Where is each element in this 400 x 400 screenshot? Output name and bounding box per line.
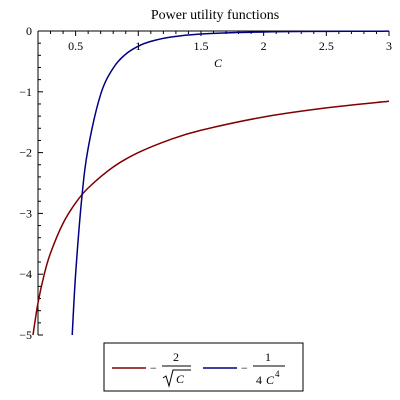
axis-ticks: 0.5 1 1.5 2 2.5 30−1−2−3−4−5: [19, 24, 392, 342]
series-lines: [32, 30, 390, 336]
y-tick-label: −2: [19, 146, 32, 160]
legend-minus-series-0: −: [150, 361, 157, 375]
chart-title: Power utility functions: [151, 8, 279, 23]
legend-sqrt-sign: [162, 369, 191, 388]
legend: − 2 C − 1 4 C 4: [103, 342, 304, 392]
axes: [37, 30, 389, 335]
legend-entry-series-0: − 2 C: [112, 350, 191, 388]
legend-denominator-coef-series-1: 4: [256, 373, 262, 387]
series-line-1: [71, 30, 390, 336]
y-tick-label: −1: [19, 85, 32, 99]
x-axis-label: C: [214, 56, 223, 70]
y-tick-label: −3: [19, 206, 32, 220]
x-tick-label: 3: [386, 39, 392, 53]
legend-numerator-series-1: 1: [265, 350, 271, 364]
x-tick-label: 2: [261, 39, 267, 53]
series-line-0: [32, 100, 390, 336]
legend-denominator-exp-series-1: 4: [275, 369, 280, 379]
x-tick-label: 1.5: [193, 39, 208, 53]
legend-denominator-var-series-1: C: [266, 373, 275, 387]
y-tick-label: −4: [19, 267, 32, 281]
legend-numerator-series-0: 2: [173, 350, 179, 364]
x-tick-label: 0.5: [68, 39, 83, 53]
x-tick-label: 2.5: [319, 39, 334, 53]
y-tick-label: 0: [26, 24, 32, 38]
legend-box: [103, 342, 304, 392]
legend-minus-series-1: −: [241, 361, 248, 375]
legend-denominator-series-0: C: [176, 372, 185, 386]
y-tick-label: −5: [19, 328, 32, 342]
legend-entry-series-1: − 1 4 C 4: [203, 350, 285, 387]
